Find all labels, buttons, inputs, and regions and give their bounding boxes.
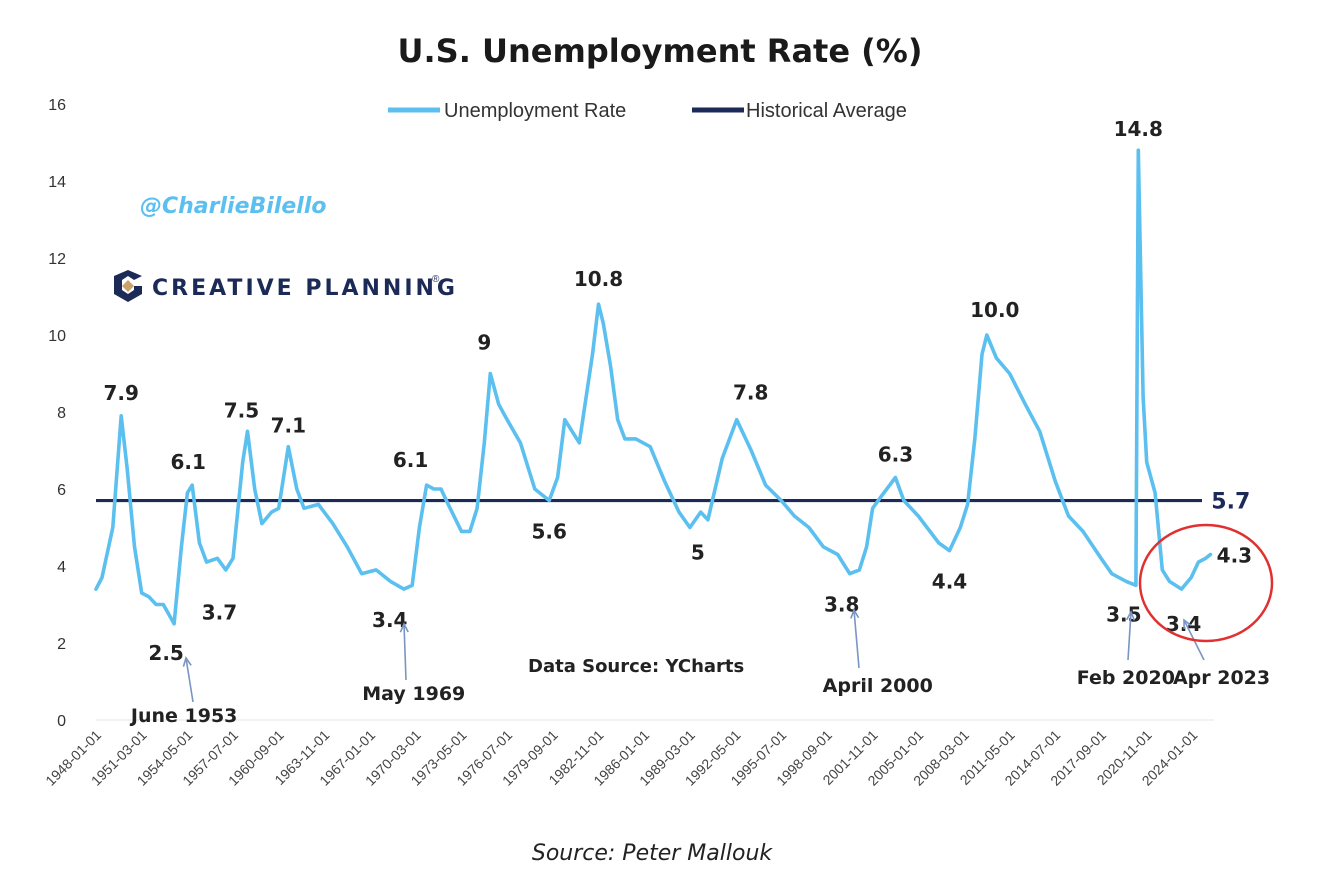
date-callout-label: May 1969	[362, 683, 465, 705]
y-tick-label: 6	[57, 482, 66, 499]
date-callout-label: Feb 2020	[1077, 667, 1175, 689]
y-axis: 0 2 4 6 8 10 12 14 16	[48, 97, 66, 730]
callout-arrow	[403, 623, 407, 681]
data-label: 14.8	[1114, 117, 1163, 141]
data-label: 6.1	[393, 448, 428, 472]
data-label: 10.0	[970, 298, 1019, 322]
brand-name: CREATIVE PLANNING	[152, 276, 458, 301]
y-tick-label: 2	[57, 636, 66, 653]
y-tick-label: 4	[57, 559, 66, 576]
data-label: 10.8	[574, 267, 623, 291]
data-source-note: Data Source: YCharts	[528, 656, 744, 677]
legend-label-average: Historical Average	[746, 100, 907, 122]
data-label: 5.7	[1211, 490, 1250, 515]
callout-arrow	[853, 609, 860, 669]
data-label: 4.4	[932, 570, 967, 594]
data-label: 7.5	[224, 398, 259, 422]
data-label: 6.3	[878, 442, 913, 466]
y-tick-label: 12	[48, 251, 66, 268]
callout-arrowhead	[1183, 618, 1192, 630]
callout-arrowhead	[1125, 610, 1136, 621]
data-label: 5.6	[531, 519, 566, 543]
annotations: 7.96.17.57.12.53.76.13.495.610.857.83.86…	[104, 117, 1253, 665]
twitter-handle: @CharlieBilello	[140, 194, 326, 219]
callout-arrowhead	[850, 608, 860, 619]
data-label: 7.1	[271, 414, 306, 438]
series-group	[94, 148, 1213, 626]
date-callout-label: April 2000	[823, 675, 933, 697]
series-line-unemployment-rate	[94, 148, 1213, 626]
data-label: 2.5	[148, 641, 183, 665]
data-label: 7.8	[733, 381, 768, 405]
date-callout-label: June 1953	[129, 705, 238, 727]
y-tick-label: 8	[57, 405, 66, 422]
callout-arrowhead	[399, 622, 409, 633]
y-tick-label: 10	[48, 328, 66, 345]
date-callout-label: Apr 2023	[1173, 667, 1270, 689]
callout-arrow	[1127, 611, 1132, 661]
creative-planning-logo: CREATIVE PLANNING ®	[114, 270, 458, 302]
chart-title: U.S. Unemployment Rate (%)	[398, 32, 923, 70]
callout-arrow	[185, 657, 194, 703]
highlight-circle	[1138, 523, 1274, 643]
y-tick-label: 0	[57, 713, 66, 730]
data-label: 3.7	[202, 601, 237, 625]
data-label: 7.9	[104, 381, 139, 405]
y-tick-label: 14	[48, 174, 66, 191]
creative-planning-logo-icon	[114, 270, 142, 302]
data-label: 6.1	[170, 450, 205, 474]
data-label: 4.3	[1217, 543, 1252, 567]
legend: Unemployment Rate Historical Average	[388, 100, 907, 122]
source-caption: Source: Peter Mallouk	[532, 841, 774, 866]
data-label: 9	[477, 331, 491, 355]
legend-label-unemployment: Unemployment Rate	[444, 100, 626, 122]
brand-registered-mark: ®	[432, 274, 440, 285]
x-axis: 1948-01-011951-03-011954-05-011957-07-01…	[42, 719, 1214, 789]
data-label: 3.5	[1106, 602, 1141, 626]
y-tick-label: 16	[48, 97, 66, 114]
data-label: 5	[691, 541, 705, 565]
callout-arrowhead	[182, 656, 192, 667]
